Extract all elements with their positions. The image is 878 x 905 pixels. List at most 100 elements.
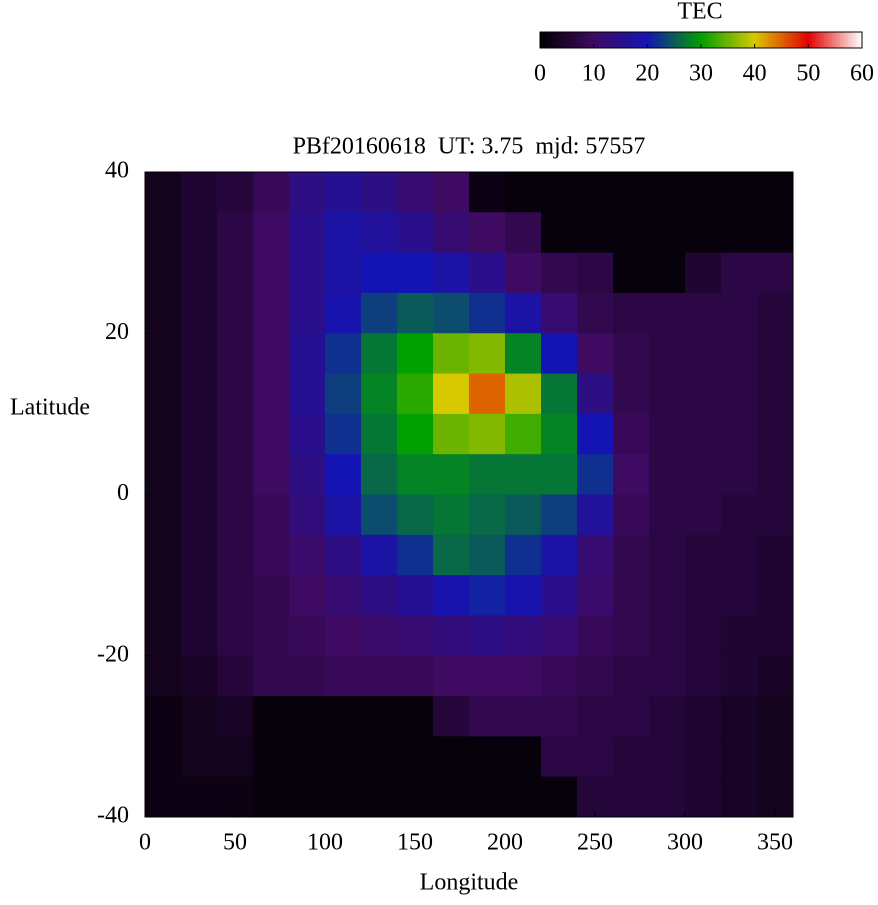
- heat-cell: [217, 373, 254, 415]
- heat-cell: [181, 655, 218, 697]
- heat-cell: [217, 736, 254, 778]
- heat-cell: [361, 696, 398, 737]
- heat-cell: [613, 252, 650, 294]
- colorbar-tick-label: 60: [850, 61, 874, 87]
- heat-cell: [649, 534, 686, 576]
- heat-cell: [289, 454, 326, 495]
- heat-cell: [757, 655, 794, 697]
- heat-cell: [433, 252, 470, 294]
- heat-cell: [577, 736, 614, 778]
- heat-cell: [145, 333, 182, 375]
- heat-cell: [361, 333, 398, 375]
- heat-cell: [397, 534, 434, 576]
- colorbar-tick-label: 40: [743, 61, 767, 87]
- heat-cell: [469, 696, 506, 737]
- heat-cell: [289, 413, 326, 455]
- heat-cell: [721, 172, 758, 213]
- heat-cell: [289, 575, 326, 616]
- heat-cell: [253, 172, 290, 213]
- heat-cell: [361, 172, 398, 213]
- heat-cell: [181, 696, 218, 737]
- heat-cell: [613, 615, 650, 657]
- heat-cell: [541, 776, 578, 818]
- heat-cell: [433, 212, 470, 254]
- heat-cell: [253, 373, 290, 415]
- heat-cell: [721, 696, 758, 737]
- heat-cell: [325, 655, 362, 697]
- heat-cell: [145, 252, 182, 294]
- heat-cell: [145, 696, 182, 737]
- heat-cell: [577, 454, 614, 495]
- heat-cell: [757, 333, 794, 375]
- heat-cell: [217, 212, 254, 254]
- heat-cell: [505, 776, 542, 818]
- heat-cell: [217, 454, 254, 495]
- heat-cell: [757, 373, 794, 415]
- heat-cell: [577, 212, 614, 254]
- heat-cell: [721, 333, 758, 375]
- heat-cell: [469, 655, 506, 697]
- heat-cell: [181, 575, 218, 616]
- heat-cell: [325, 615, 362, 657]
- heat-cell: [649, 212, 686, 254]
- heat-cell: [217, 534, 254, 576]
- heat-cell: [577, 172, 614, 213]
- heat-cell: [289, 252, 326, 294]
- heat-cell: [613, 534, 650, 576]
- heat-cell: [325, 212, 362, 254]
- heat-cell: [289, 655, 326, 697]
- x-tick-label: 100: [307, 830, 343, 856]
- heat-cell: [361, 615, 398, 657]
- heat-cell: [505, 333, 542, 375]
- colorbar-tick-label: 30: [689, 61, 713, 87]
- heat-cell: [577, 292, 614, 334]
- heat-cell: [685, 172, 722, 213]
- heat-cell: [181, 212, 218, 254]
- heat-cell: [577, 333, 614, 375]
- heat-cell: [721, 494, 758, 536]
- y-tick-label: -20: [97, 641, 129, 667]
- heat-cell: [649, 413, 686, 455]
- heat-cell: [685, 373, 722, 415]
- heat-cell: [145, 655, 182, 697]
- heat-cell: [505, 292, 542, 334]
- heat-cell: [361, 776, 398, 818]
- heat-cell: [181, 333, 218, 375]
- heat-cell: [397, 172, 434, 213]
- heat-cell: [757, 212, 794, 254]
- heat-cell: [469, 252, 506, 294]
- heat-cell: [577, 252, 614, 294]
- heat-cell: [505, 696, 542, 737]
- heat-cell: [433, 413, 470, 455]
- heat-cell: [469, 776, 506, 818]
- heat-cell: [541, 454, 578, 495]
- heat-cell: [577, 575, 614, 616]
- heat-cell: [397, 373, 434, 415]
- colorbar-label: TEC: [677, 0, 722, 25]
- heat-cell: [469, 373, 506, 415]
- heat-cell: [181, 373, 218, 415]
- heat-cell: [721, 292, 758, 334]
- x-tick-label: 50: [223, 830, 247, 856]
- heat-cell: [577, 696, 614, 737]
- heat-cell: [541, 655, 578, 697]
- heat-cell: [361, 575, 398, 616]
- heat-cell: [757, 615, 794, 657]
- heat-cell: [145, 615, 182, 657]
- x-tick-label: 300: [667, 830, 703, 856]
- heat-cell: [757, 534, 794, 576]
- heat-cell: [325, 575, 362, 616]
- heat-cell: [685, 655, 722, 697]
- heat-cell: [613, 333, 650, 375]
- heat-cell: [361, 655, 398, 697]
- heat-cell: [289, 736, 326, 778]
- heat-cell: [181, 413, 218, 455]
- heat-cell: [397, 655, 434, 697]
- heat-cell: [217, 696, 254, 737]
- heat-cell: [253, 776, 290, 818]
- heat-cell: [217, 252, 254, 294]
- heat-cell: [649, 655, 686, 697]
- heat-cell: [649, 494, 686, 536]
- y-axis-label: Latitude: [10, 395, 90, 421]
- heat-cell: [577, 413, 614, 455]
